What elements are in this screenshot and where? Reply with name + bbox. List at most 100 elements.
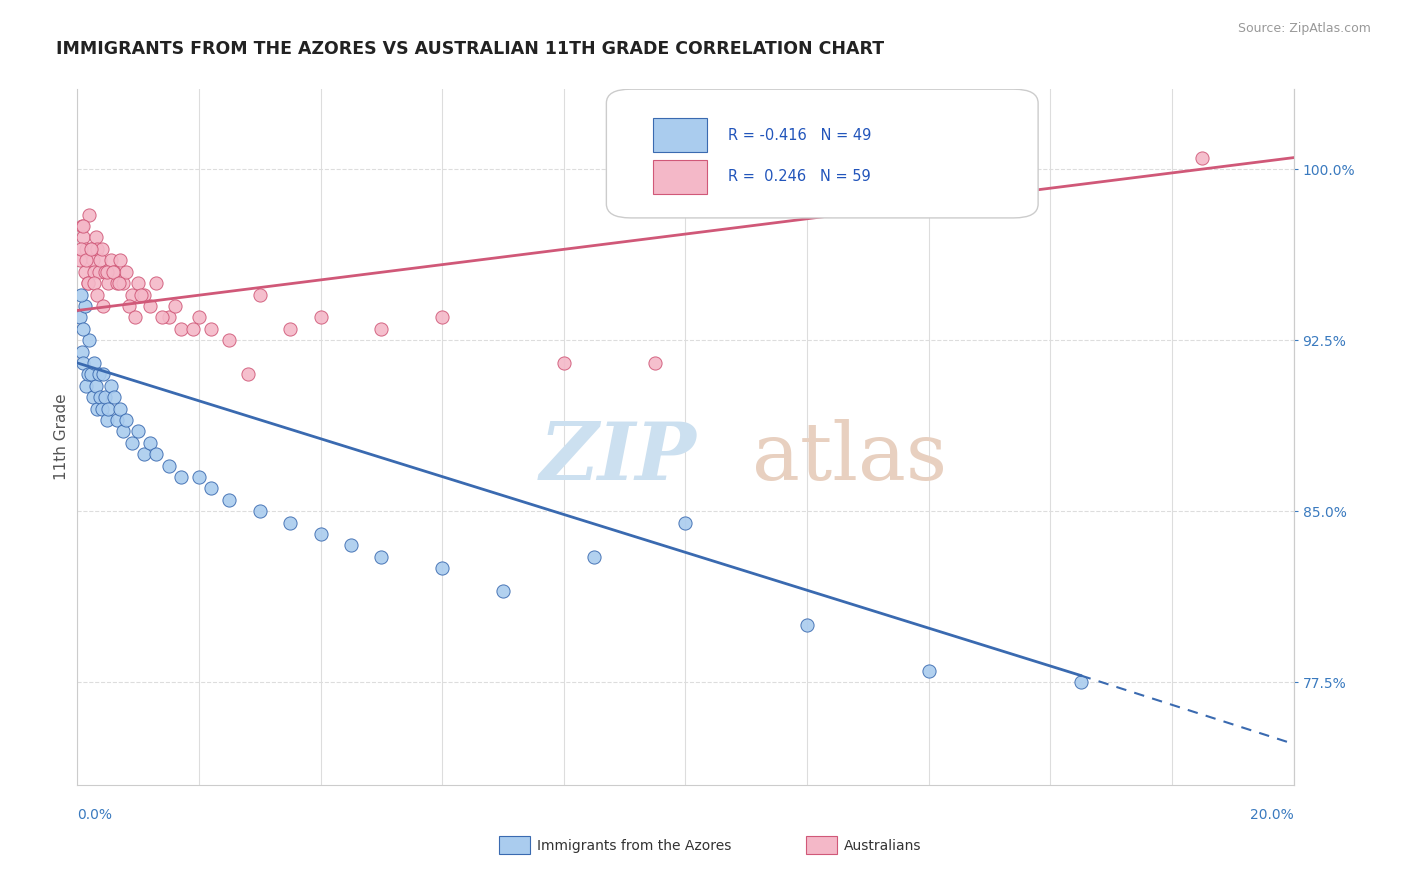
Point: [86, 242, 108, 256]
Point: [82, 390, 104, 404]
Point: [83, 265, 105, 279]
Point: [79, 333, 101, 347]
Point: [97, 276, 120, 290]
Point: [370, 322, 392, 336]
Point: [145, 447, 167, 461]
Bar: [652, 119, 707, 152]
Point: [70, 344, 93, 359]
Point: [72, 322, 94, 336]
Point: [432, 310, 454, 325]
Point: [188, 470, 211, 484]
Point: [84, 230, 107, 244]
Text: ZIP: ZIP: [540, 419, 696, 497]
Point: [127, 425, 149, 439]
Bar: [499, 836, 530, 854]
Point: [69, 310, 91, 325]
Point: [100, 378, 122, 392]
Point: [75, 253, 97, 268]
Point: [145, 276, 167, 290]
Point: [121, 435, 143, 450]
Point: [90, 401, 112, 416]
Point: [124, 310, 146, 325]
Point: [139, 435, 162, 450]
Text: Source: ZipAtlas.com: Source: ZipAtlas.com: [1237, 22, 1371, 36]
Point: [103, 390, 125, 404]
Point: [432, 561, 454, 575]
Point: [118, 299, 141, 313]
Point: [170, 470, 193, 484]
Point: [91, 368, 114, 382]
Point: [200, 322, 222, 336]
Point: [75, 242, 97, 256]
Point: [70, 287, 93, 301]
Point: [72, 356, 94, 370]
Point: [86, 401, 108, 416]
Point: [163, 299, 186, 313]
Point: [111, 425, 134, 439]
Point: [83, 276, 105, 290]
Point: [111, 276, 134, 290]
Point: [100, 253, 122, 268]
Point: [101, 265, 124, 279]
Point: [103, 265, 125, 279]
Point: [181, 322, 204, 336]
Point: [108, 401, 131, 416]
Text: R = -0.416   N = 49: R = -0.416 N = 49: [728, 128, 872, 143]
Text: atlas: atlas: [752, 419, 948, 497]
Point: [76, 276, 98, 290]
Point: [73, 299, 96, 313]
Point: [134, 287, 156, 301]
Point: [152, 310, 174, 325]
Point: [72, 219, 94, 233]
Point: [309, 527, 332, 541]
Point: [157, 310, 180, 325]
Y-axis label: 11th Grade: 11th Grade: [53, 393, 69, 481]
Point: [105, 413, 128, 427]
Point: [105, 276, 128, 290]
Point: [87, 265, 110, 279]
Point: [1191, 151, 1213, 165]
Point: [309, 310, 332, 325]
Point: [249, 504, 271, 518]
Bar: [806, 836, 837, 854]
Point: [79, 208, 101, 222]
Point: [675, 516, 697, 530]
Point: [200, 482, 222, 496]
Point: [77, 276, 100, 290]
Point: [121, 287, 143, 301]
Point: [87, 368, 110, 382]
Point: [583, 549, 606, 564]
Point: [370, 549, 392, 564]
Point: [107, 276, 129, 290]
Point: [115, 413, 138, 427]
Point: [75, 378, 97, 392]
Point: [340, 538, 363, 552]
FancyBboxPatch shape: [606, 89, 1038, 218]
Point: [139, 299, 162, 313]
Point: [918, 664, 941, 678]
Bar: [652, 161, 707, 194]
Point: [157, 458, 180, 473]
Point: [77, 368, 100, 382]
Text: Australians: Australians: [844, 838, 921, 853]
Point: [236, 368, 259, 382]
Point: [72, 230, 94, 244]
Point: [80, 242, 103, 256]
Point: [83, 356, 105, 370]
Point: [90, 242, 112, 256]
Text: 20.0%: 20.0%: [1250, 808, 1294, 822]
Point: [70, 219, 93, 233]
Point: [82, 253, 104, 268]
Point: [278, 516, 301, 530]
Point: [644, 356, 666, 370]
Point: [218, 492, 240, 507]
Point: [278, 322, 301, 336]
Point: [73, 265, 96, 279]
Point: [84, 378, 107, 392]
Point: [218, 333, 240, 347]
Point: [93, 265, 115, 279]
Text: IMMIGRANTS FROM THE AZORES VS AUSTRALIAN 11TH GRADE CORRELATION CHART: IMMIGRANTS FROM THE AZORES VS AUSTRALIAN…: [56, 40, 884, 58]
Point: [70, 242, 93, 256]
Point: [89, 253, 111, 268]
Point: [796, 618, 818, 632]
